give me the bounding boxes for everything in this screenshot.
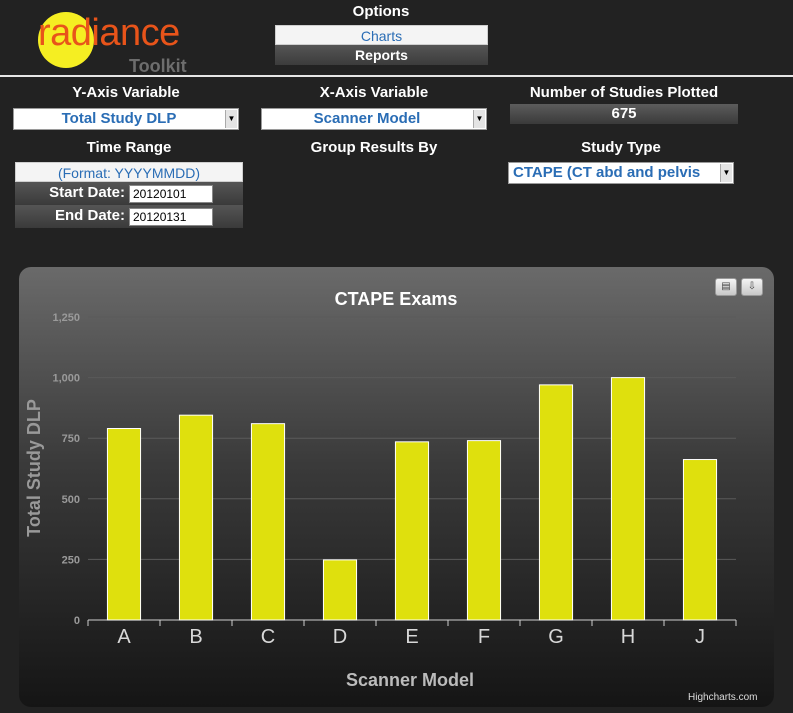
bar-H[interactable] [610,377,646,621]
download-icon[interactable]: ⇩ [741,278,763,296]
bar-A[interactable] [106,428,142,621]
end-date-row: End Date: [15,205,243,228]
study-type-label: Study Type [581,139,661,156]
reports-option-button[interactable]: Reports [275,45,488,65]
x-axis-select[interactable]: Scanner Model ▼ [261,108,487,130]
y-axis-select[interactable]: Total Study DLP ▼ [13,108,239,130]
bar-F[interactable] [466,440,502,621]
start-date-row: Start Date: [15,182,243,205]
bar-B[interactable] [178,414,214,621]
end-date-label: End Date: [54,207,125,224]
x-tick-label: E [405,626,418,648]
logo-circle [38,12,94,68]
charts-option-button[interactable]: Charts [275,25,488,45]
bar-J[interactable] [682,459,718,621]
x-tick-label: A [117,626,131,648]
y-tick-label: 0 [74,615,80,627]
bar-E[interactable] [394,441,430,621]
x-tick-label: C [261,626,275,648]
y-tick-label: 250 [62,554,80,566]
x-tick-label: G [548,626,564,648]
x-axis-title: Scanner Model [346,670,474,690]
studies-plotted-value: 675 [510,104,738,124]
y-axis-title: Total Study DLP [24,399,44,537]
logo-text: radiance [38,12,180,54]
bar-G[interactable] [538,384,574,621]
logo-subtext: Toolkit [129,56,187,76]
x-tick-label: H [621,626,635,648]
date-format-hint: (Format: YYYYMMDD) [15,162,243,182]
y-tick-label: 500 [62,494,80,506]
dropdown-arrow-icon: ▼ [720,164,732,182]
x-axis-label: X-Axis Variable [319,84,429,101]
y-axis-select-value: Total Study DLP [61,110,177,127]
y-tick-label: 1,250 [52,312,80,324]
start-date-label: Start Date: [49,184,125,201]
group-results-label: Group Results By [310,139,438,156]
studies-plotted-label: Number of Studies Plotted [529,84,719,101]
end-date-input[interactable] [129,208,213,226]
x-tick-label: D [333,626,347,648]
y-tick-label: 1,000 [52,373,80,385]
print-icon[interactable]: ▤ [715,278,737,296]
x-axis-select-value: Scanner Model [313,110,421,127]
y-tick-label: 750 [62,433,80,445]
x-tick-label: F [478,626,490,648]
bar-D[interactable] [322,559,358,621]
x-tick-label: J [695,626,705,648]
header-divider [0,75,793,77]
chart-title: CTAPE Exams [335,289,458,309]
x-tick-label: B [189,626,202,648]
app-logo: radiance Toolkit [34,6,214,76]
y-axis-label: Y-Axis Variable [72,84,180,101]
study-type-select-value: CTAPE (CT abd and pelvis [513,164,701,181]
options-title: Options [352,3,410,20]
time-range-label: Time Range [86,139,172,156]
time-range-box: (Format: YYYYMMDD) Start Date: End Date: [15,162,243,228]
dropdown-arrow-icon: ▼ [473,110,485,128]
start-date-input[interactable] [129,185,213,203]
bar-C[interactable] [250,423,286,621]
y-axis-ticks: 0 250 500 750 1,000 1,250 [52,312,80,627]
highcharts-credit-link[interactable]: Highcharts.com [688,692,758,703]
study-type-select[interactable]: CTAPE (CT abd and pelvis ▼ [508,162,734,184]
dropdown-arrow-icon: ▼ [225,110,237,128]
chart-bars [106,377,718,621]
